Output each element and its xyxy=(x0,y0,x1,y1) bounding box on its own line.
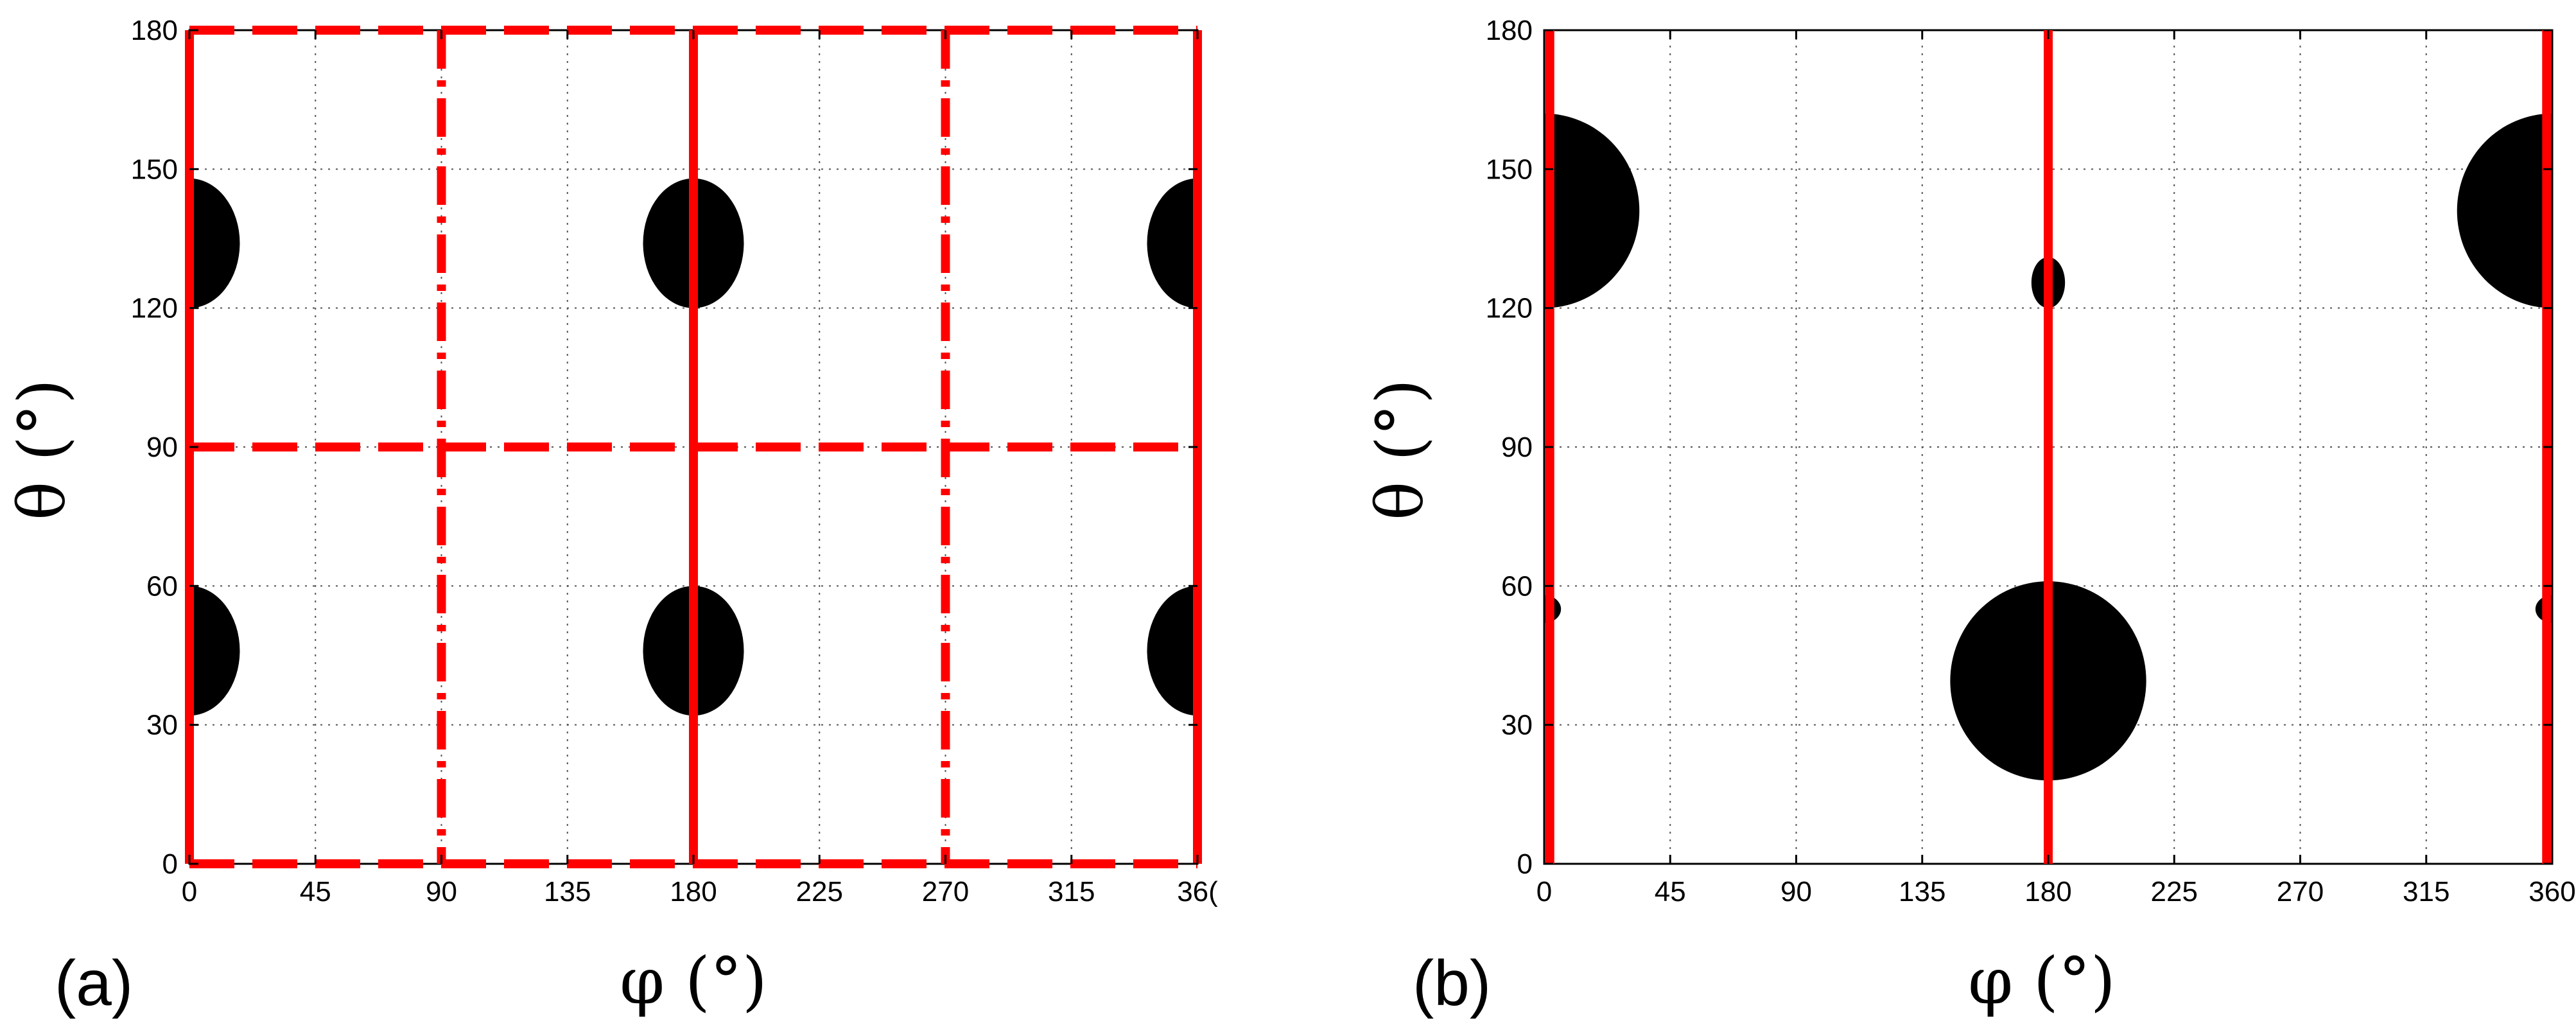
black-region xyxy=(189,178,240,308)
y-tick-label: 30 xyxy=(146,710,178,741)
x-tick-label: 315 xyxy=(2403,876,2450,907)
plot-b-x-axis-label: φ (°) xyxy=(1968,943,2116,1019)
y-tick-label: 120 xyxy=(1486,293,1533,324)
x-tick-label: 135 xyxy=(1899,876,1945,907)
y-tick-label: 180 xyxy=(131,15,178,46)
plot-b-y-ticks: 0 30 60 90 120 150 180 xyxy=(1486,15,2552,880)
plot-b-panel-label: (b) xyxy=(1413,947,1491,1019)
plot-a-x-axis-label: φ (°) xyxy=(620,943,767,1019)
y-tick-label: 90 xyxy=(146,432,178,463)
x-tick-label: 0 xyxy=(182,876,197,907)
x-tick-label: 225 xyxy=(2151,876,2198,907)
plot-b-y-axis-label: θ (°) xyxy=(1362,379,1438,520)
y-tick-label: 30 xyxy=(1501,710,1533,741)
x-tick-label: 36( xyxy=(1177,876,1218,907)
y-tick-label: 90 xyxy=(1501,432,1533,463)
y-tick-label: 60 xyxy=(1501,570,1533,602)
plot-a-x-ticks: 0 45 90 135 180 225 270 315 36( xyxy=(182,30,1218,907)
y-tick-label: 120 xyxy=(131,293,178,324)
plot-a-panel-label: (a) xyxy=(55,947,133,1019)
x-tick-label: 360 xyxy=(2528,876,2575,907)
y-tick-label: 180 xyxy=(1486,15,1533,46)
black-region xyxy=(1147,178,1197,308)
plot-b-x-ticks: 0 45 90 135 180 225 270 315 360 xyxy=(1536,30,2576,907)
x-tick-label: 45 xyxy=(300,876,331,907)
x-tick-label: 180 xyxy=(670,876,717,907)
x-tick-label: 270 xyxy=(2277,876,2324,907)
y-tick-label: 0 xyxy=(1517,848,1533,880)
black-region xyxy=(1147,586,1197,716)
y-tick-label: 150 xyxy=(131,153,178,185)
x-tick-label: 45 xyxy=(1655,876,1686,907)
plot-a: 0 45 90 135 180 225 270 315 36( 0 30 60 90 120 150 180… xyxy=(4,15,1218,1019)
x-tick-label: 90 xyxy=(426,876,457,907)
x-tick-label: 225 xyxy=(796,876,843,907)
plot-a-y-ticks: 0 30 60 90 120 150 180 xyxy=(131,15,1197,880)
black-region xyxy=(189,586,240,716)
plot-a-y-axis-label: θ (°) xyxy=(4,379,80,520)
y-tick-label: 60 xyxy=(146,570,178,602)
black-region xyxy=(1544,113,1640,308)
black-region xyxy=(2457,113,2552,308)
x-tick-label: 315 xyxy=(1048,876,1095,907)
plot-b: 0 45 90 135 180 225 270 315 360 0 30 60 90 120 150 180… xyxy=(1362,15,2576,1019)
x-tick-label: 270 xyxy=(922,876,969,907)
x-tick-label: 180 xyxy=(2024,876,2071,907)
x-tick-label: 135 xyxy=(544,876,591,907)
x-tick-label: 0 xyxy=(1536,876,1552,907)
y-tick-label: 150 xyxy=(1486,153,1533,185)
x-tick-label: 90 xyxy=(1780,876,1812,907)
y-tick-label: 0 xyxy=(162,848,178,880)
black-region xyxy=(2535,595,2552,624)
